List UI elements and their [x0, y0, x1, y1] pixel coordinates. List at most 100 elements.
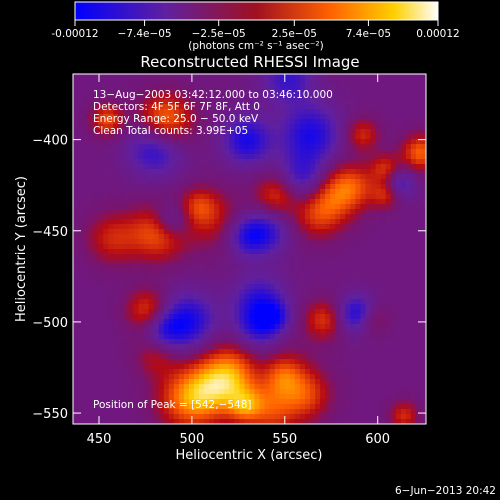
heatmap-cell	[289, 154, 296, 160]
heatmap-cell	[345, 389, 351, 395]
heatmap-cell	[279, 184, 286, 190]
heatmap-cell	[390, 159, 397, 165]
heatmap-cell	[264, 204, 271, 210]
heatmap-cell	[330, 89, 336, 95]
heatmap-cell	[244, 119, 251, 125]
heatmap-cell	[133, 204, 140, 210]
heatmap-cell	[214, 419, 220, 424]
heatmap-cell	[299, 234, 306, 240]
heatmap-cell	[128, 354, 135, 360]
heatmap-cell	[360, 74, 367, 80]
heatmap-cell	[340, 259, 346, 265]
heatmap-cell	[395, 334, 402, 340]
heatmap-cell	[310, 204, 316, 210]
heatmap-cell	[158, 154, 165, 160]
heatmap-cell	[310, 359, 316, 365]
heatmap-cell	[350, 409, 356, 415]
heatmap-cell	[259, 309, 266, 315]
heatmap-cell	[209, 254, 215, 260]
heatmap-cell	[310, 264, 316, 270]
heatmap-cell	[249, 259, 256, 265]
heatmap-cell	[259, 204, 266, 210]
heatmap-cell	[400, 204, 407, 210]
heatmap-cell	[415, 229, 422, 235]
heatmap-cell	[385, 279, 392, 285]
heatmap-cell	[355, 224, 362, 230]
heatmap-cell	[264, 109, 271, 115]
heatmap-cell	[350, 369, 356, 375]
heatmap-cell	[370, 94, 377, 100]
heatmap-cell	[194, 344, 200, 350]
heatmap-cell	[199, 264, 205, 270]
heatmap-cell	[133, 299, 140, 305]
heatmap-cell	[244, 174, 251, 180]
heatmap-cell	[380, 374, 387, 380]
heatmap-cell	[78, 354, 84, 360]
heatmap-cell	[88, 254, 94, 260]
heatmap-cell	[188, 284, 195, 290]
heatmap-cell	[123, 174, 130, 180]
heatmap-cell	[199, 404, 205, 410]
heatmap-cell	[395, 299, 402, 305]
heatmap-cell	[410, 184, 417, 190]
heatmap-cell	[78, 209, 84, 215]
heatmap-cell	[395, 389, 402, 395]
heatmap-cell	[395, 229, 402, 235]
heatmap-cell	[108, 159, 114, 165]
heatmap-cell	[128, 94, 135, 100]
heatmap-cell	[128, 349, 135, 355]
heatmap-cell	[279, 339, 286, 345]
heatmap-cell	[254, 99, 261, 105]
heatmap-cell	[158, 344, 165, 350]
heatmap-cell	[138, 244, 145, 250]
heatmap-cell	[380, 84, 387, 90]
heatmap-cell	[158, 324, 165, 330]
heatmap-cell	[133, 94, 140, 100]
heatmap-cell	[335, 309, 341, 315]
heatmap-cell	[73, 354, 79, 360]
heatmap-cell	[365, 319, 372, 325]
heatmap-cell	[118, 259, 125, 265]
heatmap-cell	[73, 284, 79, 290]
heatmap-cell	[93, 74, 99, 80]
heatmap-cell	[299, 394, 306, 400]
heatmap-cell	[194, 389, 200, 395]
heatmap-cell	[365, 154, 372, 160]
heatmap-cell	[244, 264, 251, 270]
heatmap-cell	[173, 289, 180, 295]
heatmap-cell	[335, 349, 341, 355]
heatmap-cell	[325, 169, 331, 175]
heatmap-cell	[143, 309, 150, 315]
heatmap-cell	[244, 164, 251, 170]
heatmap-cell	[163, 154, 170, 160]
heatmap-cell	[239, 209, 246, 215]
heatmap-cell	[153, 149, 160, 155]
heatmap-cell	[204, 339, 210, 345]
heatmap-cell	[73, 114, 79, 120]
heatmap-cell	[289, 314, 296, 320]
heatmap-cell	[118, 194, 125, 200]
heatmap-cell	[128, 284, 135, 290]
heatmap-cell	[340, 99, 346, 105]
heatmap-cell	[108, 419, 114, 424]
heatmap-cell	[173, 174, 180, 180]
heatmap-cell	[229, 114, 235, 120]
heatmap-cell	[315, 299, 321, 305]
heatmap-cell	[415, 264, 422, 270]
heatmap-cell	[168, 144, 175, 150]
heatmap-cell	[199, 194, 205, 200]
heatmap-cell	[194, 89, 200, 95]
heatmap-cell	[178, 239, 185, 245]
heatmap-cell	[194, 309, 200, 315]
heatmap-cell	[148, 244, 155, 250]
heatmap-cell	[194, 314, 200, 320]
heatmap-cell	[355, 289, 362, 295]
heatmap-cell	[405, 379, 412, 385]
heatmap-cell	[143, 284, 150, 290]
heatmap-cell	[269, 129, 276, 135]
heatmap-cell	[385, 244, 392, 250]
heatmap-cell	[420, 254, 426, 260]
annotation-energy: Energy Range: 25.0 − 50.0 keV	[93, 113, 259, 125]
heatmap-cell	[264, 364, 271, 370]
heatmap-cell	[209, 159, 215, 165]
